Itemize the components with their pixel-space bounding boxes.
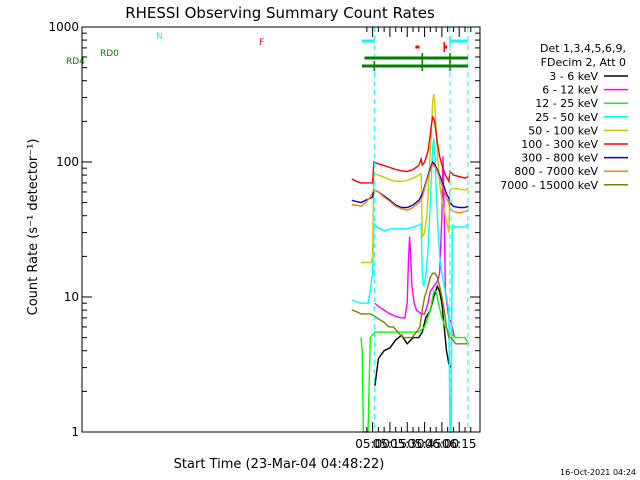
series-line-5 <box>361 93 469 264</box>
legend-label-3: 12 - 25 keV <box>535 97 598 110</box>
legend-label-7: 300 - 800 keV <box>521 152 598 165</box>
legend: Det 1,3,4,5,6,9, FDecim 2, Att 0 3 - 6 k… <box>500 42 628 192</box>
flag-bars: N RD0 RD4 F <box>66 32 468 71</box>
y-tick-label: 10 <box>64 290 79 304</box>
x-tick-label: 06:00 <box>425 437 460 451</box>
plot-area <box>351 27 470 433</box>
legend-label-9: 7000 - 15000 keV <box>500 179 598 192</box>
flag-label-n: N <box>156 32 163 42</box>
x-tick-label: 05:30 <box>390 437 425 451</box>
x-tick-label: 05:45 <box>407 437 442 451</box>
legend-header-line-1: Det 1,3,4,5,6,9, <box>540 42 626 55</box>
series-line-9 <box>351 272 469 345</box>
x-tick-label: 06:15 <box>442 437 477 451</box>
series-line-6 <box>351 115 469 184</box>
legend-label-4: 25 - 50 keV <box>535 111 598 124</box>
x-tick-label: 05:15 <box>373 437 408 451</box>
legend-label-5: 50 - 100 keV <box>528 124 598 137</box>
series-line-8 <box>351 163 469 214</box>
y-tick-label: 1000 <box>48 20 79 34</box>
legend-label-1: 3 - 6 keV <box>549 70 598 83</box>
y-tick-label: 100 <box>56 155 79 169</box>
flag-label-rd4: RD4 <box>66 57 85 67</box>
legend-label-6: 100 - 300 keV <box>521 138 598 151</box>
plot-frame <box>81 26 481 433</box>
series-line-7 <box>351 160 469 209</box>
legend-label-8: 800 - 7000 keV <box>514 165 598 178</box>
legend-label-2: 6 - 12 keV <box>542 84 598 97</box>
x-axis-label: Start Time (23-Mar-04 04:48:22) <box>174 457 385 472</box>
flag-label-f: F <box>259 38 264 48</box>
flag-label-rd0: RD0 <box>100 49 119 59</box>
y-tick-label: 1 <box>71 425 79 439</box>
x-tick-label: 05:00 <box>355 437 390 451</box>
legend-header-line-2: FDecim 2, Att 0 <box>541 56 626 69</box>
y-axis-label: Count Rate (s⁻¹ detector⁻¹) <box>26 139 41 316</box>
chart-title: RHESSI Observing Summary Count Rates <box>125 4 435 22</box>
footer-timestamp: 16-Oct-2021 04:24 <box>560 468 636 477</box>
